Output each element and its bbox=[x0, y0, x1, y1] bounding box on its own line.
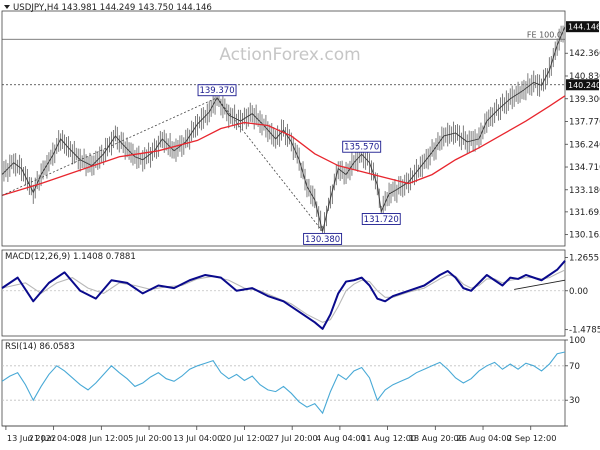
price-annotation-box bbox=[197, 84, 237, 97]
time-tick-label: 20 Jul 12:00 bbox=[221, 433, 270, 443]
time-tick-label: 2 Sep 12:00 bbox=[507, 433, 556, 443]
rsi-ytick-label: 70 bbox=[569, 362, 580, 372]
macd-ytick-label: 0.00 bbox=[569, 287, 588, 297]
macd-line bbox=[1, 260, 566, 330]
price-ytick-label: 131.695 bbox=[569, 208, 600, 218]
time-tick-label: 28 Jun 12:00 bbox=[76, 433, 128, 443]
price-trendline bbox=[216, 97, 323, 232]
price-ytick-label: 142.360 bbox=[569, 49, 600, 59]
price-ytick-label: 133.180 bbox=[569, 186, 600, 196]
macd-pane-frame bbox=[1, 249, 566, 337]
time-tick-label: 5 Jul 20:00 bbox=[128, 433, 172, 443]
time-tick-label: 11 Aug 12:00 bbox=[361, 433, 416, 443]
time-tick-label: 13 Jun 2022 bbox=[7, 433, 56, 443]
symbol-header: USDJPY,H4 143.981 144.249 143.750 144.14… bbox=[4, 3, 212, 13]
time-tick-label: 4 Aug 04:00 bbox=[316, 433, 366, 443]
rsi-line bbox=[1, 351, 566, 415]
price-tag-box bbox=[566, 21, 599, 33]
price-pane-frame bbox=[1, 10, 566, 247]
price-trendline bbox=[1, 97, 218, 196]
price-ytick-label: 137.770 bbox=[569, 118, 600, 128]
symbol-ohlc-label: USDJPY,H4 143.981 144.249 143.750 144.14… bbox=[13, 3, 212, 13]
watermark: ActionForex.com bbox=[219, 45, 360, 65]
price-annotation-label: 139.370 bbox=[199, 86, 234, 96]
price-annotation-box bbox=[342, 140, 382, 153]
macd-signal-line bbox=[1, 269, 566, 323]
price-line bbox=[1, 26, 566, 232]
price-tag-box bbox=[566, 79, 599, 91]
time-tick-label: 13 Jul 04:00 bbox=[173, 433, 222, 443]
price-ytick-label: 134.710 bbox=[569, 163, 600, 173]
price-ytick-label: 136.240 bbox=[569, 140, 600, 150]
price-tag-label: 140.240 bbox=[568, 81, 600, 90]
ema-line bbox=[1, 95, 566, 197]
time-tick-label: 18 Aug 20:00 bbox=[409, 433, 464, 443]
fe-100-label: FE 100.0 bbox=[527, 30, 562, 39]
time-tick-label: 27 Jul 20:00 bbox=[269, 433, 318, 443]
price-annotation-label: 130.380 bbox=[305, 235, 340, 245]
price-bars bbox=[1, 15, 566, 239]
time-tick-label: 21 Jun 04:00 bbox=[29, 433, 81, 443]
rsi-ytick-label: 100 bbox=[569, 336, 585, 346]
time-tick-label: 26 Aug 04:00 bbox=[456, 433, 511, 443]
macd-trendline bbox=[514, 279, 566, 290]
price-ytick-label: 130.165 bbox=[569, 231, 600, 241]
price-annotation-label: 131.720 bbox=[364, 215, 399, 225]
price-tag-label: 144.146 bbox=[568, 23, 600, 32]
price-annotation-box bbox=[303, 232, 343, 245]
macd-indicator-label: MACD(12,26,9) 1.1408 0.7881 bbox=[5, 252, 136, 262]
price-ytick-label: 139.300 bbox=[569, 95, 600, 105]
rsi-indicator-label: RSI(14) 86.0583 bbox=[5, 342, 75, 352]
price-annotation-label: 135.570 bbox=[344, 143, 379, 153]
macd-ytick-label: -1.4785 bbox=[569, 326, 600, 336]
rsi-ytick-label: 30 bbox=[569, 396, 580, 406]
price-annotation-box bbox=[361, 213, 401, 225]
macd-ytick-label: 1.2655 bbox=[569, 253, 599, 263]
dropdown-arrow-icon bbox=[4, 5, 10, 9]
price-ytick-label: 140.830 bbox=[569, 72, 600, 82]
